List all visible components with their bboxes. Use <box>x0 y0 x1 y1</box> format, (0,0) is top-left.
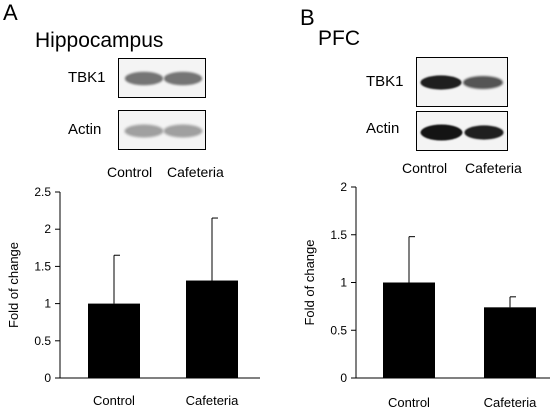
blot-band <box>422 126 461 139</box>
panel-b-region-title: PFC <box>318 27 360 50</box>
panel-b-lane-cafeteria: Cafeteria <box>465 160 522 176</box>
panel-a-letter: A <box>3 0 18 25</box>
category-label: Cafeteria <box>186 393 240 408</box>
panel-a-blot-actin <box>118 110 206 150</box>
blot-band <box>166 74 200 83</box>
y-tick-label: 2.5 <box>34 185 51 199</box>
bar <box>186 280 238 378</box>
y-tick-label: 1.5 <box>330 228 347 242</box>
y-tick-label: 0.5 <box>34 334 51 348</box>
category-label: Cafeteria <box>484 395 538 410</box>
panel-a-blot-label-tbk1: TBK1 <box>68 69 106 86</box>
panel-b-blot-label-actin: Actin <box>366 120 400 137</box>
panel-b-blot-tbk1 <box>416 57 508 107</box>
y-axis-label: Fold of change <box>302 239 317 325</box>
category-label: Control <box>93 393 135 408</box>
panel-b-blot-actin <box>416 111 508 151</box>
y-tick-label: 1 <box>340 276 347 290</box>
bar <box>484 307 536 378</box>
bar <box>88 303 140 378</box>
y-tick-label: 2 <box>340 180 347 194</box>
y-tick-label: 2 <box>44 222 51 236</box>
panel-a-lane-control: Control <box>107 164 153 180</box>
y-tick-label: 0.5 <box>330 323 347 337</box>
panel-a-blot-label-actin: Actin <box>68 121 102 138</box>
panel-a-blot-tbk1 <box>118 58 206 98</box>
y-tick-label: 0 <box>340 371 347 385</box>
panel-b-lane-control: Control <box>402 160 448 176</box>
y-tick-label: 1.5 <box>34 259 51 273</box>
blot-band <box>465 78 501 87</box>
y-tick-label: 0 <box>44 371 51 385</box>
bar <box>383 282 435 378</box>
panel-b-letter: B <box>300 5 315 30</box>
blot-band <box>166 127 200 135</box>
blot-band <box>422 77 460 88</box>
y-tick-label: 1 <box>44 297 51 311</box>
blot-band <box>466 127 502 138</box>
panel-b-blot-label-tbk1: TBK1 <box>366 73 404 90</box>
category-label: Control <box>388 395 430 410</box>
y-axis-label: Fold of change <box>6 242 21 328</box>
blot-band <box>127 127 161 135</box>
panel-a-region-title: Hippocampus <box>35 29 164 52</box>
panel-a-lane-cafeteria: Cafeteria <box>167 164 224 180</box>
blot-band <box>127 74 161 83</box>
